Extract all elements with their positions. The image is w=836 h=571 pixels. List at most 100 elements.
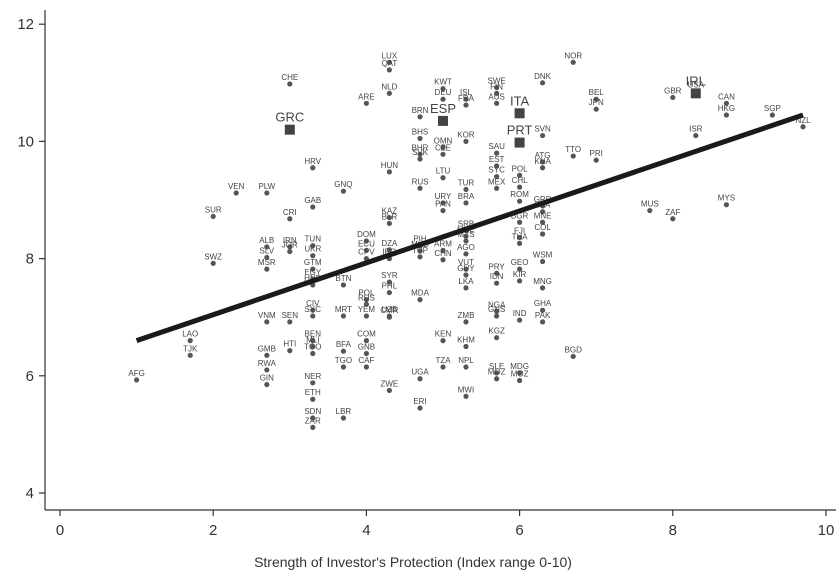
data-point [539, 209, 546, 215]
point-label: MNG [533, 277, 552, 286]
highlight-marker [284, 124, 295, 135]
data-point [539, 285, 546, 291]
point-label: KOR [457, 130, 475, 139]
data-point [570, 153, 576, 159]
data-point [693, 132, 699, 139]
point-label: GUY [457, 264, 475, 273]
point-label: ETH [305, 388, 321, 397]
data-point [363, 247, 369, 253]
data-point [264, 266, 270, 272]
point-label: ISL [460, 88, 473, 97]
data-point [363, 350, 369, 357]
x-tick-label: 10 [818, 522, 835, 539]
data-point [440, 200, 446, 206]
data-point [440, 144, 446, 150]
data-point [363, 238, 369, 244]
point-label: ZMB [458, 311, 475, 320]
point-label: BEN [305, 330, 322, 339]
data-point [417, 135, 423, 142]
data-point [363, 338, 369, 344]
point-label: TUP [412, 246, 428, 255]
data-point [463, 138, 469, 144]
point-label: KAZ [382, 207, 398, 216]
data-point [463, 102, 469, 108]
point-label: ROM [510, 190, 529, 199]
data-point [670, 216, 676, 222]
data-point [440, 151, 446, 157]
point-label: VNM [258, 311, 276, 320]
point-label: GMB [258, 344, 276, 353]
data-point [134, 377, 140, 383]
data-point [463, 285, 469, 291]
data-point [570, 59, 576, 65]
data-point [340, 313, 347, 319]
point-label: ERI [413, 397, 426, 406]
point-label: KHM [457, 336, 475, 345]
point-label: SRB [458, 219, 474, 228]
data-point [517, 266, 523, 272]
point-label: KNA [534, 157, 551, 166]
point-label: BFA [336, 340, 352, 349]
data-point [264, 190, 270, 196]
point-label: ZAR [305, 416, 321, 425]
point-label: CAN [718, 92, 735, 101]
point-label: ARE [358, 92, 374, 101]
data-point [417, 405, 423, 411]
point-label: SLE [489, 362, 504, 371]
point-label: PRY [488, 262, 505, 271]
data-point [539, 307, 546, 313]
point-label: MWI [458, 385, 474, 394]
data-point [386, 214, 392, 221]
data-point [723, 202, 730, 208]
data-point [386, 90, 392, 96]
point-label: ECU [358, 239, 375, 248]
y-ticks: 4 6 8 10 12 [17, 16, 45, 502]
point-label: ISR [689, 125, 703, 134]
data-point [517, 198, 523, 204]
data-point [494, 185, 500, 191]
point-label: HUN [381, 161, 399, 170]
highlight-marker [690, 88, 701, 99]
data-point [494, 173, 500, 180]
point-label: RWA [258, 359, 277, 368]
data-point [494, 270, 500, 276]
data-point [463, 343, 469, 350]
data-point [723, 112, 730, 118]
point-label: WSM [533, 251, 553, 260]
data-point [310, 307, 316, 313]
point-label: GBR [664, 86, 682, 95]
y-tick-label: 10 [17, 133, 34, 150]
point-label: SYC [488, 166, 505, 175]
point-label: VEN [228, 182, 245, 191]
data-point [386, 314, 392, 320]
point-label: HRV [304, 157, 321, 166]
data-point [494, 163, 500, 169]
data-point [386, 279, 392, 285]
point-label: BLR [382, 212, 398, 221]
data-point [310, 424, 316, 430]
data-point [386, 289, 392, 296]
data-point [287, 248, 293, 255]
point-label: EGY [304, 268, 322, 277]
y-tick-label: 8 [26, 251, 34, 268]
point-label: POL [358, 289, 375, 298]
data-point [494, 90, 500, 96]
point-label: IRQ [382, 248, 396, 257]
data-point [363, 364, 369, 370]
point-label: SWE [488, 76, 506, 85]
point-label: MOZ [511, 369, 529, 378]
data-point [340, 188, 347, 194]
data-point [539, 319, 546, 325]
data-point [340, 415, 347, 421]
point-label: IRN [283, 236, 297, 245]
point-label: PAN [435, 200, 451, 209]
data-point [494, 313, 500, 319]
point-label: NZL [795, 116, 811, 125]
point-label: NGA [488, 300, 506, 309]
point-label: TGO [335, 356, 352, 365]
highlight-marker [438, 115, 448, 126]
point-label: SYC [305, 305, 322, 314]
highlight-marker [514, 137, 525, 148]
